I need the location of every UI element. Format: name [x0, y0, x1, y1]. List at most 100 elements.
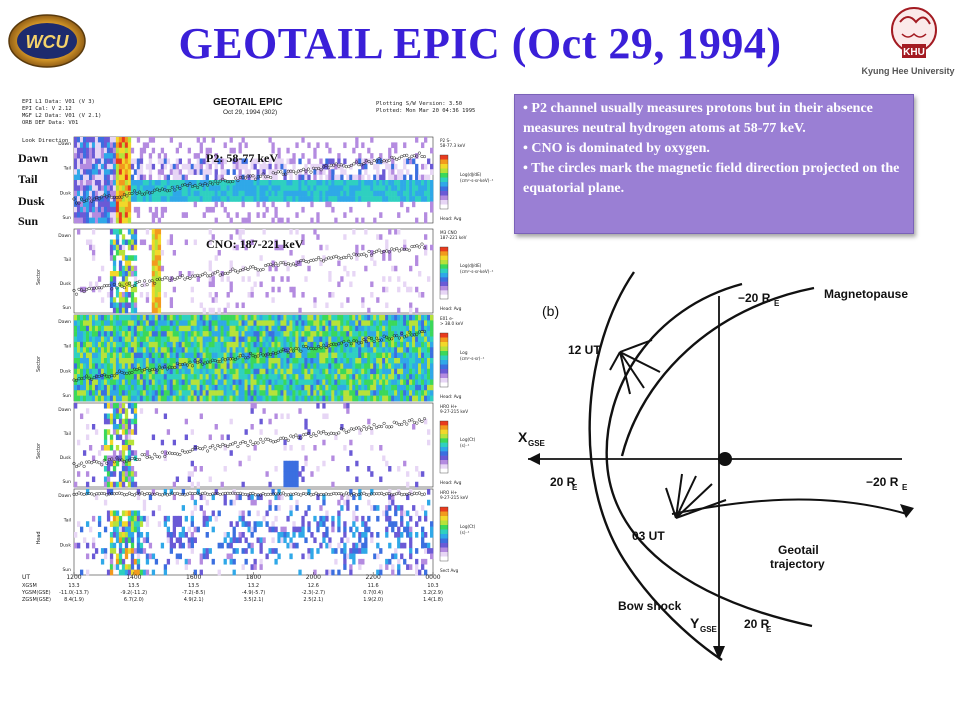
spectrogram-cell — [205, 384, 209, 391]
spectrogram-cell — [343, 379, 347, 386]
spectrogram-cell — [175, 395, 180, 402]
spectrogram-cell — [301, 466, 305, 472]
spectrogram-cell — [268, 158, 272, 165]
field-direction-marker — [367, 159, 371, 164]
spectrogram-cell — [403, 239, 407, 246]
spectrogram-cell — [106, 292, 111, 298]
spectrogram-cell — [343, 169, 347, 175]
spectrogram-cell — [355, 158, 359, 165]
spectrogram-cell — [403, 363, 407, 370]
spectrogram-cell — [121, 390, 126, 396]
spectrogram-cell — [352, 558, 356, 565]
spectrogram-cell — [133, 234, 138, 240]
spectrogram-cell — [121, 331, 126, 337]
spectrogram-cell — [271, 363, 275, 370]
spectrogram-cell — [166, 341, 171, 348]
spectrogram-cell — [259, 429, 263, 435]
spectrogram-cell — [151, 255, 156, 261]
spectrogram-cell — [187, 352, 191, 359]
spectrogram-cell — [199, 336, 203, 343]
spectrogram-cell — [226, 185, 230, 192]
spectrogram-cell — [397, 374, 401, 380]
spectrogram-cell — [106, 429, 111, 435]
spectrogram-cell — [184, 320, 188, 327]
spectrogram-cell — [139, 163, 144, 170]
spectrogram-cell — [286, 169, 290, 175]
spectrogram-cell — [229, 331, 233, 337]
spectrogram-cell — [154, 292, 159, 298]
spectrogram-cell — [109, 325, 114, 332]
spectrogram-cell — [118, 212, 123, 218]
spectrogram-cell — [136, 494, 141, 501]
field-direction-marker — [415, 421, 419, 425]
spectrogram-cell — [241, 564, 245, 570]
spectrogram-cell — [82, 137, 87, 143]
spectrogram-cell — [124, 358, 129, 364]
spectrogram-cell — [277, 217, 281, 224]
spectrogram-cell — [409, 158, 413, 165]
spectrogram-cell — [319, 174, 323, 181]
spectrogram-cell — [286, 390, 290, 396]
spectrogram-cell — [85, 347, 90, 353]
spectrogram-cell — [85, 331, 90, 337]
field-direction-marker — [100, 195, 104, 199]
spectrogram-cell — [106, 169, 111, 175]
spectrogram-cell — [232, 384, 236, 391]
field-direction-marker — [422, 155, 427, 159]
spectrogram-cell — [307, 180, 311, 186]
spectrogram-cell — [253, 564, 257, 570]
spectrogram-cell — [235, 336, 239, 343]
spectrogram-cell — [265, 368, 269, 375]
colorbar-swatch — [440, 200, 448, 205]
field-direction-marker — [299, 436, 303, 440]
spectrogram-cell — [196, 526, 200, 533]
spectrogram-cell — [139, 180, 144, 186]
spectrogram-cell — [76, 374, 81, 380]
field-direction-marker — [90, 199, 94, 203]
field-direction-marker — [276, 350, 280, 354]
spectrogram-cell — [121, 201, 126, 208]
spectrogram-cell — [142, 142, 147, 149]
spectrogram-cell — [232, 363, 236, 370]
spectrogram-cell — [250, 325, 254, 332]
spectrogram-cell — [430, 196, 434, 202]
spectrogram-cell — [352, 229, 356, 235]
spectrogram-cell — [265, 395, 269, 402]
spectrogram-cell — [349, 390, 353, 396]
spectrogram-cell — [115, 358, 120, 364]
spectrogram-cell — [226, 320, 230, 327]
spectrogram-cell — [370, 489, 374, 495]
spectrogram-cell — [202, 395, 206, 402]
spectrogram-cell — [127, 347, 132, 353]
spectrogram-cell — [391, 374, 395, 380]
spectrogram-cell — [331, 526, 335, 533]
spectrogram-cell — [76, 217, 81, 224]
spectrogram-cell — [325, 352, 329, 359]
spectrogram-cell — [298, 352, 302, 359]
spectrogram-cell — [121, 384, 126, 391]
spectrogram-cell — [118, 455, 123, 462]
colorbar-swatch — [440, 369, 448, 374]
spectrogram-cell — [157, 217, 162, 224]
spectrogram-cell — [262, 169, 266, 175]
spectrogram-cell — [184, 352, 188, 359]
spectrogram-cell — [193, 347, 197, 353]
spectrogram-cell — [286, 374, 290, 380]
spectrogram-cell — [127, 564, 132, 570]
spectrogram-cell — [124, 569, 129, 576]
spectrogram-cell — [250, 384, 254, 391]
field-direction-marker — [369, 161, 374, 166]
spectrogram-cell — [217, 307, 221, 314]
spectrogram-cell — [115, 455, 120, 462]
spectrogram-cell — [106, 481, 111, 488]
spectrogram-cell — [133, 558, 138, 565]
spectrogram-cell — [82, 153, 87, 159]
spectrogram-cell — [334, 180, 338, 186]
spectrogram-cell — [244, 558, 248, 565]
spectrogram-cell — [184, 379, 188, 386]
spectrogram-cell — [337, 526, 341, 533]
field-direction-marker — [306, 260, 311, 264]
spectrogram-cell — [184, 174, 188, 181]
spectrogram-cell — [208, 384, 212, 391]
spectrogram-cell — [109, 471, 114, 477]
